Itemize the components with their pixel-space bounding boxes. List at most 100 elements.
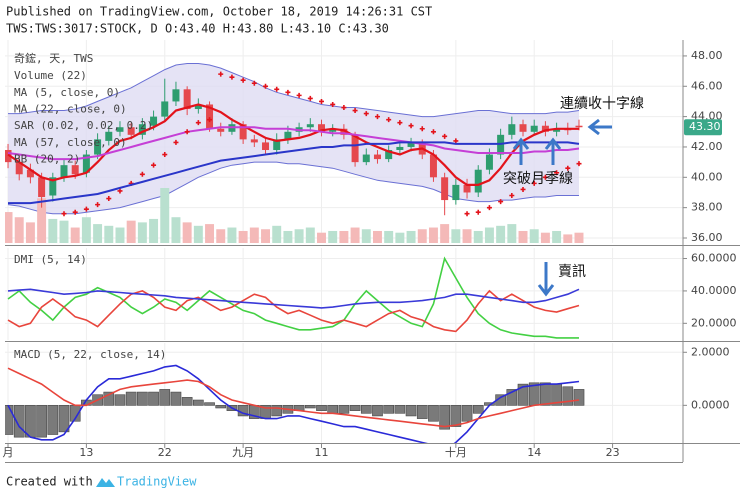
y-tick-label: 40.0000 <box>691 284 737 297</box>
sar-point <box>240 77 246 83</box>
volume-bar <box>149 218 159 243</box>
legend-symbol: 奇鋐, 天, TWS <box>14 51 93 65</box>
sar-point <box>61 211 67 217</box>
frame <box>5 40 740 463</box>
volume-bar <box>529 229 539 243</box>
y-tick-label: 48.00 <box>691 49 723 62</box>
sar-point <box>531 180 537 186</box>
volume-bar <box>350 227 360 243</box>
candle-body <box>575 125 583 128</box>
footer: Created with TradingView <box>6 475 197 489</box>
sar-point <box>363 111 369 117</box>
line-series <box>7 126 580 161</box>
histogram-bar <box>394 405 406 414</box>
volume-bar <box>14 217 24 243</box>
histogram-bar <box>148 391 159 406</box>
histogram-bar <box>137 391 148 406</box>
volume-bar <box>137 222 147 243</box>
candle-body <box>217 128 225 132</box>
y-tick-label: 0.0000 <box>691 398 730 411</box>
annotation-text: 連續收十字線 <box>560 96 644 112</box>
pane <box>5 351 683 443</box>
candle-body <box>396 146 404 150</box>
histogram-bar <box>316 405 327 411</box>
x-tick-label: 十月 <box>445 445 467 459</box>
volume-bar <box>484 227 494 243</box>
volume-bar <box>339 230 349 243</box>
candle-body <box>452 184 460 201</box>
footer-brand[interactable]: TradingView <box>117 475 197 489</box>
candle-body <box>329 128 337 132</box>
sar-point <box>542 174 548 180</box>
histogram-bar <box>472 405 484 414</box>
candle-body <box>194 104 202 110</box>
line-series <box>8 141 580 205</box>
sar-point <box>408 123 414 129</box>
histogram-bar <box>540 382 551 406</box>
volume-bar <box>205 224 215 243</box>
sar-point <box>162 152 168 158</box>
plot-layers: 月 13 22 九月 11 十月 14 2348.0046.0044.0042.0040.00… <box>3 40 737 459</box>
sar-point <box>184 129 190 135</box>
histogram-bar <box>517 383 529 406</box>
volume-bar <box>104 225 114 243</box>
line-series <box>7 103 579 186</box>
histogram-bar <box>383 405 395 414</box>
candle-body <box>116 127 124 132</box>
histogram-bar <box>114 394 126 406</box>
band-upper <box>8 63 580 118</box>
pane <box>5 55 683 243</box>
histogram-bar <box>372 405 383 417</box>
histogram-bar <box>271 405 283 417</box>
candle-body <box>340 128 348 135</box>
histogram-bar <box>103 391 115 406</box>
histogram-bar <box>181 397 193 406</box>
volume-bar <box>81 217 91 243</box>
x-tick-label: 14 <box>527 446 541 459</box>
y-tick-label: 60.0000 <box>691 252 737 265</box>
volume-bar <box>518 230 528 243</box>
sar-point <box>397 120 403 126</box>
candle-body <box>150 116 158 126</box>
sar-point <box>442 133 448 139</box>
legend-entry: BB (20, 2) <box>14 152 80 165</box>
candle-body <box>407 142 415 147</box>
histogram-bar <box>5 405 14 435</box>
sar-point <box>430 129 436 135</box>
volume-bar <box>462 229 472 243</box>
volume-bar <box>249 227 259 243</box>
histogram-bar <box>461 405 473 422</box>
sar-point <box>151 162 157 168</box>
sar-point <box>263 83 269 89</box>
candle-body <box>15 162 23 175</box>
volume-bar <box>440 224 450 243</box>
histogram-bar <box>573 389 585 406</box>
histogram-bar <box>58 405 70 433</box>
sar-point <box>330 101 336 107</box>
volume-bar <box>261 229 270 243</box>
candle-body <box>49 177 57 196</box>
candle-body <box>94 139 102 155</box>
sar-point <box>207 117 213 123</box>
sar-point <box>117 188 123 194</box>
sar-point <box>464 211 470 217</box>
volume-bar <box>473 230 483 243</box>
candle-body <box>105 131 113 141</box>
volume-bar <box>216 229 226 243</box>
header-subtitle: TWS:TWS:3017:STOCK, D O:43.40 H:43.80 L:… <box>6 22 389 36</box>
volume-bar <box>37 198 47 243</box>
histogram-bar <box>416 405 428 419</box>
candle-body <box>172 89 180 102</box>
histogram-bar <box>439 405 450 430</box>
candle-body <box>441 177 449 201</box>
band-lower <box>7 161 579 215</box>
volume-bar <box>283 230 293 243</box>
candle-body <box>26 169 34 178</box>
volume-bar <box>272 225 282 243</box>
candle-body <box>138 124 146 135</box>
sar-point <box>285 89 291 95</box>
histogram-bar <box>360 405 372 414</box>
volume-bar <box>160 188 170 243</box>
sar-point <box>83 206 89 212</box>
